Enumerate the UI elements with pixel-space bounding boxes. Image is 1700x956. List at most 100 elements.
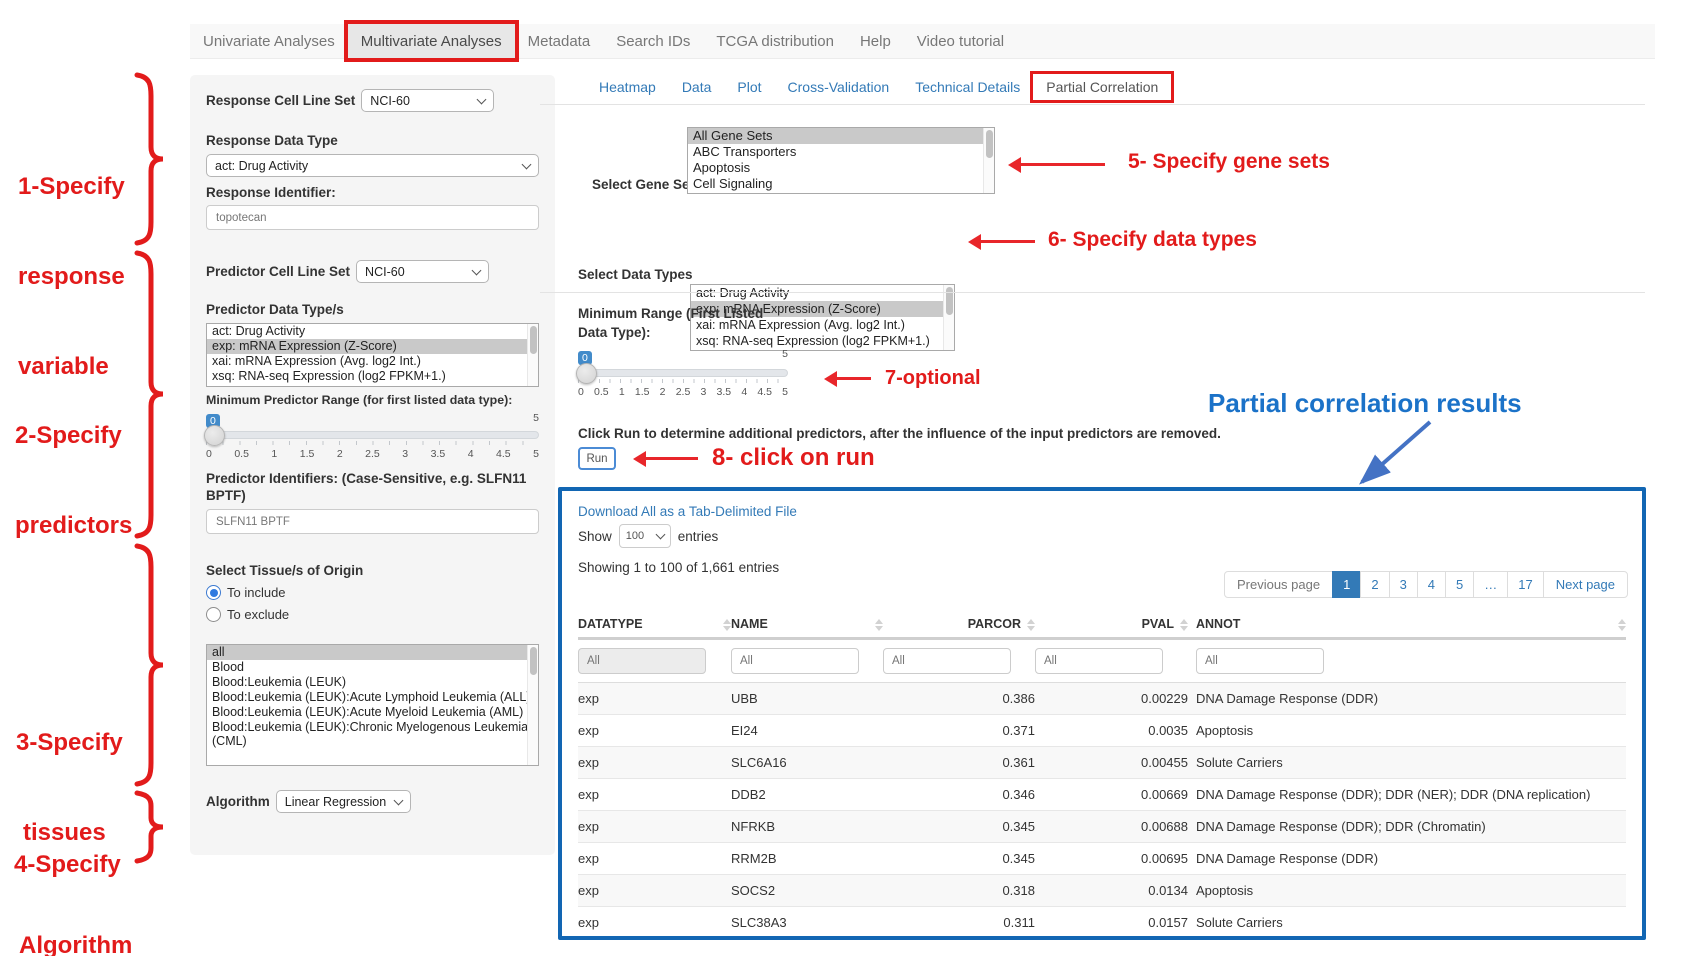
analysis-tabs: Heatmap Data Plot Cross-Validation Techn…	[586, 74, 1171, 100]
column-header-annot[interactable]: ANNOT	[1188, 611, 1626, 639]
tissue-include-label: To include	[227, 585, 286, 600]
chevron-down-icon	[477, 94, 487, 104]
page-button-2[interactable]: 2	[1360, 571, 1389, 598]
annotation-step7: 7-optional	[885, 366, 981, 390]
list-option[interactable]: xai: mRNA Expression (Avg. log2 Int.)	[207, 354, 538, 369]
brace-step4	[133, 790, 169, 866]
sort-icon[interactable]	[1027, 619, 1035, 631]
page-button-ellipsis[interactable]: …	[1473, 571, 1508, 598]
list-option[interactable]: Blood	[207, 660, 538, 675]
tissue-include-radio-row[interactable]: To include	[206, 585, 539, 600]
top-navbar: Univariate Analyses Multivariate Analyse…	[190, 24, 1655, 59]
tab-heatmap[interactable]: Heatmap	[586, 74, 669, 100]
sort-icon[interactable]	[1618, 619, 1626, 631]
brace-step1	[133, 72, 169, 248]
sort-icon[interactable]	[723, 619, 731, 631]
tab-partial-correlation[interactable]: Partial Correlation	[1033, 74, 1171, 100]
results-table: DATATYPE NAME PARCOR PVAL ANNOT expUBB	[578, 611, 1626, 938]
slider-handle[interactable]	[204, 425, 225, 446]
page-button-1[interactable]: 1	[1332, 571, 1361, 598]
radio-selected-icon[interactable]	[206, 585, 221, 600]
algorithm-select[interactable]: Linear Regression	[276, 790, 411, 813]
divider	[540, 104, 1645, 105]
filter-datatype-input[interactable]	[578, 648, 706, 674]
slider-track[interactable]	[206, 431, 539, 439]
list-option[interactable]: Cell Signaling	[688, 176, 994, 192]
nav-search-ids[interactable]: Search IDs	[603, 24, 703, 58]
download-tab-delimited-link[interactable]: Download All as a Tab-Delimited File	[578, 504, 1626, 519]
nav-help[interactable]: Help	[847, 24, 904, 58]
list-option[interactable]: act: Drug Activity	[691, 285, 954, 301]
scrollbar[interactable]	[983, 128, 994, 193]
table-row: expSOCS2 0.3180.0134 Apoptosis	[578, 875, 1626, 907]
tab-technical-details[interactable]: Technical Details	[902, 74, 1033, 100]
nav-univariate-analyses[interactable]: Univariate Analyses	[190, 24, 348, 58]
list-option[interactable]: Blood:Leukemia (LEUK)	[207, 675, 538, 690]
predictor-cell-line-set-label: Predictor Cell Line Set	[206, 263, 350, 280]
column-header-name[interactable]: NAME	[731, 611, 883, 639]
predictor-identifiers-input[interactable]	[206, 509, 539, 534]
predictor-data-types-label: Predictor Data Type/s	[206, 301, 539, 318]
list-option[interactable]: Blood:Leukemia (LEUK):Acute Lymphoid Leu…	[207, 690, 538, 705]
predictor-cell-line-set-select[interactable]: NCI-60	[356, 260, 489, 283]
show-entries-select[interactable]: 100	[619, 524, 671, 548]
nav-multivariate-analyses[interactable]: Multivariate Analyses	[348, 24, 515, 58]
scrollbar[interactable]	[527, 645, 538, 765]
radio-unselected-icon[interactable]	[206, 607, 221, 622]
scrollbar[interactable]	[527, 324, 538, 386]
response-identifier-input[interactable]	[206, 205, 539, 230]
response-data-type-select[interactable]: act: Drug Activity	[206, 154, 539, 177]
chevron-down-icon	[522, 159, 532, 169]
list-option[interactable]: Apoptosis	[688, 160, 994, 176]
list-option-selected[interactable]: All Gene Sets	[688, 128, 994, 144]
list-option-selected[interactable]: exp: mRNA Expression (Z-Score)	[207, 339, 538, 354]
sort-icon[interactable]	[875, 619, 883, 631]
tissue-exclude-radio-row[interactable]: To exclude	[206, 607, 539, 622]
slider-max-label: 5	[533, 412, 539, 424]
annotation-step2: 2-Specify predictors	[15, 361, 132, 601]
blue-arrow-to-results	[1340, 416, 1440, 496]
tab-cross-validation[interactable]: Cross-Validation	[775, 74, 903, 100]
scrollbar[interactable]	[943, 285, 954, 350]
slider-handle[interactable]	[576, 363, 597, 384]
slider-tickmarks	[206, 441, 539, 445]
page-button-5[interactable]: 5	[1445, 571, 1474, 598]
table-row: expUBB 0.3860.00229 DNA Damage Response …	[578, 683, 1626, 715]
tab-data[interactable]: Data	[669, 74, 725, 100]
response-cell-line-set-select[interactable]: NCI-60	[361, 89, 494, 112]
previous-page-button[interactable]: Previous page	[1224, 571, 1333, 598]
list-option-selected[interactable]: all	[207, 645, 538, 660]
min-range-label-line1: Minimum Range (First Listed	[578, 306, 788, 321]
list-option[interactable]: act: Drug Activity	[207, 324, 538, 339]
filter-annot-input[interactable]	[1196, 648, 1324, 674]
table-row: expSLC6A16 0.3610.00455 Solute Carriers	[578, 747, 1626, 779]
tab-plot[interactable]: Plot	[724, 74, 774, 100]
list-option[interactable]: xsq: RNA-seq Expression (log2 FPKM+1.)	[207, 369, 538, 384]
run-button[interactable]: Run	[578, 447, 616, 470]
filter-name-input[interactable]	[731, 648, 859, 674]
list-option[interactable]: Blood:Leukemia (LEUK):Acute Myeloid Leuk…	[207, 705, 538, 720]
list-option[interactable]: ABC Transporters	[688, 144, 994, 160]
sort-icon[interactable]	[1180, 619, 1188, 631]
filter-parcor-input[interactable]	[883, 648, 1011, 674]
next-page-button[interactable]: Next page	[1543, 571, 1628, 598]
nav-metadata[interactable]: Metadata	[515, 24, 604, 58]
table-row: expEI24 0.3710.0035 Apoptosis	[578, 715, 1626, 747]
table-row: expDDB2 0.3460.00669 DNA Damage Response…	[578, 779, 1626, 811]
column-header-pval[interactable]: PVAL	[1035, 611, 1188, 639]
nav-tcga-distribution[interactable]: TCGA distribution	[703, 24, 847, 58]
arrow-to-data-types	[973, 240, 1035, 243]
slider-tickmarks	[578, 379, 788, 383]
nav-video-tutorial[interactable]: Video tutorial	[904, 24, 1017, 58]
column-header-parcor[interactable]: PARCOR	[883, 611, 1035, 639]
filter-pval-input[interactable]	[1035, 648, 1163, 674]
column-header-datatype[interactable]: DATATYPE	[578, 611, 731, 639]
response-identifier-label: Response Identifier:	[206, 184, 539, 201]
list-option[interactable]: Blood:Leukemia (LEUK):Chronic Myelogenou…	[207, 720, 538, 750]
table-row: expNFRKB 0.3450.00688 DNA Damage Respons…	[578, 811, 1626, 843]
page-button-4[interactable]: 4	[1417, 571, 1446, 598]
page-button-3[interactable]: 3	[1389, 571, 1418, 598]
slider-track[interactable]	[578, 369, 788, 377]
page-button-17[interactable]: 17	[1507, 571, 1543, 598]
chevron-down-icon	[394, 795, 404, 805]
